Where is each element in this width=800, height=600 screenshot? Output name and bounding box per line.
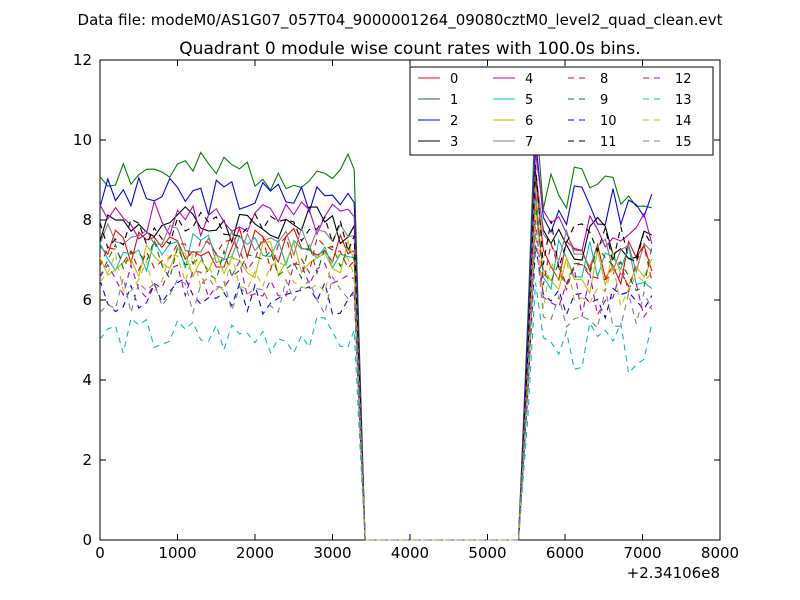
legend-label: 9 [600,93,608,108]
y-tick-label: 2 [82,451,92,469]
x-offset-label: +2.34106e8 [627,564,720,582]
legend-entry-4: 4 [493,72,533,87]
legend-label: 10 [600,114,617,129]
series-line-13 [99,282,653,541]
series-line-15 [99,232,653,541]
legend-entry-10: 10 [568,114,617,129]
series-line-2 [99,138,653,541]
series-line-9 [99,203,653,541]
legend-label: 7 [525,135,533,150]
legend-label: 14 [675,114,692,129]
y-tick-label: 12 [73,51,92,69]
legend-label: 3 [450,135,458,150]
y-tick-label: 8 [82,211,92,229]
legend-entry-0: 0 [418,72,458,87]
legend-label: 2 [450,114,458,129]
legend-entry-9: 9 [568,93,608,108]
legend-entry-12: 12 [643,72,692,87]
x-tick-label: 6000 [546,544,584,562]
y-tick-label: 6 [82,291,92,309]
series-line-11 [99,164,653,541]
legend-entry-2: 2 [418,114,458,129]
legend-entry-13: 13 [643,93,692,108]
legend-label: 13 [675,93,692,108]
legend-entry-7: 7 [493,135,533,150]
legend-entry-15: 15 [643,135,692,150]
series-line-12 [99,219,653,541]
x-tick-label: 7000 [623,544,661,562]
legend-entry-6: 6 [493,114,533,129]
x-tick-label: 2000 [236,544,274,562]
legend-entry-8: 8 [568,72,608,87]
x-tick-label: 1000 [158,544,196,562]
figure-suptitle: Data file: modeM0/AS1G07_057T04_90000012… [78,11,723,30]
series-line-14 [99,201,653,541]
legend-label: 6 [525,114,533,129]
x-tick-label: 4000 [391,544,429,562]
legend-label: 12 [675,72,692,87]
legend-entry-14: 14 [643,114,692,129]
series-line-3 [99,173,653,541]
legend-box [409,66,714,156]
legend-entry-1: 1 [418,93,458,108]
ticks-layer: 0 1000 2000 3000 4000 5000 6000 7000 80000246810… [73,51,739,562]
x-tick-label: 3000 [313,544,351,562]
y-tick-label: 4 [82,371,92,389]
legend-entry-5: 5 [493,93,533,108]
x-tick-label: 5000 [468,544,506,562]
x-tick-label: 8000 [701,544,739,562]
legend-label: 4 [525,72,533,87]
series-line-4 [99,152,653,541]
chart-title: Quadrant 0 module wise count rates with … [179,39,640,59]
legend-label: 15 [675,135,692,150]
y-tick-label: 0 [82,531,92,549]
legend-label: 1 [450,93,458,108]
legend-label: 8 [600,72,608,87]
series-line-5 [99,191,653,541]
y-tick-label: 10 [73,131,92,149]
legend-entry-3: 3 [418,135,458,150]
legend-label: 5 [525,93,533,108]
legend-label: 0 [450,72,458,87]
series-layer [99,107,653,541]
series-line-6 [99,206,653,541]
series-line-7 [99,169,653,541]
series-line-1 [99,107,652,541]
x-tick-label: 0 [95,544,105,562]
legend-label: 11 [600,135,617,150]
legend-entry-11: 11 [568,135,617,150]
